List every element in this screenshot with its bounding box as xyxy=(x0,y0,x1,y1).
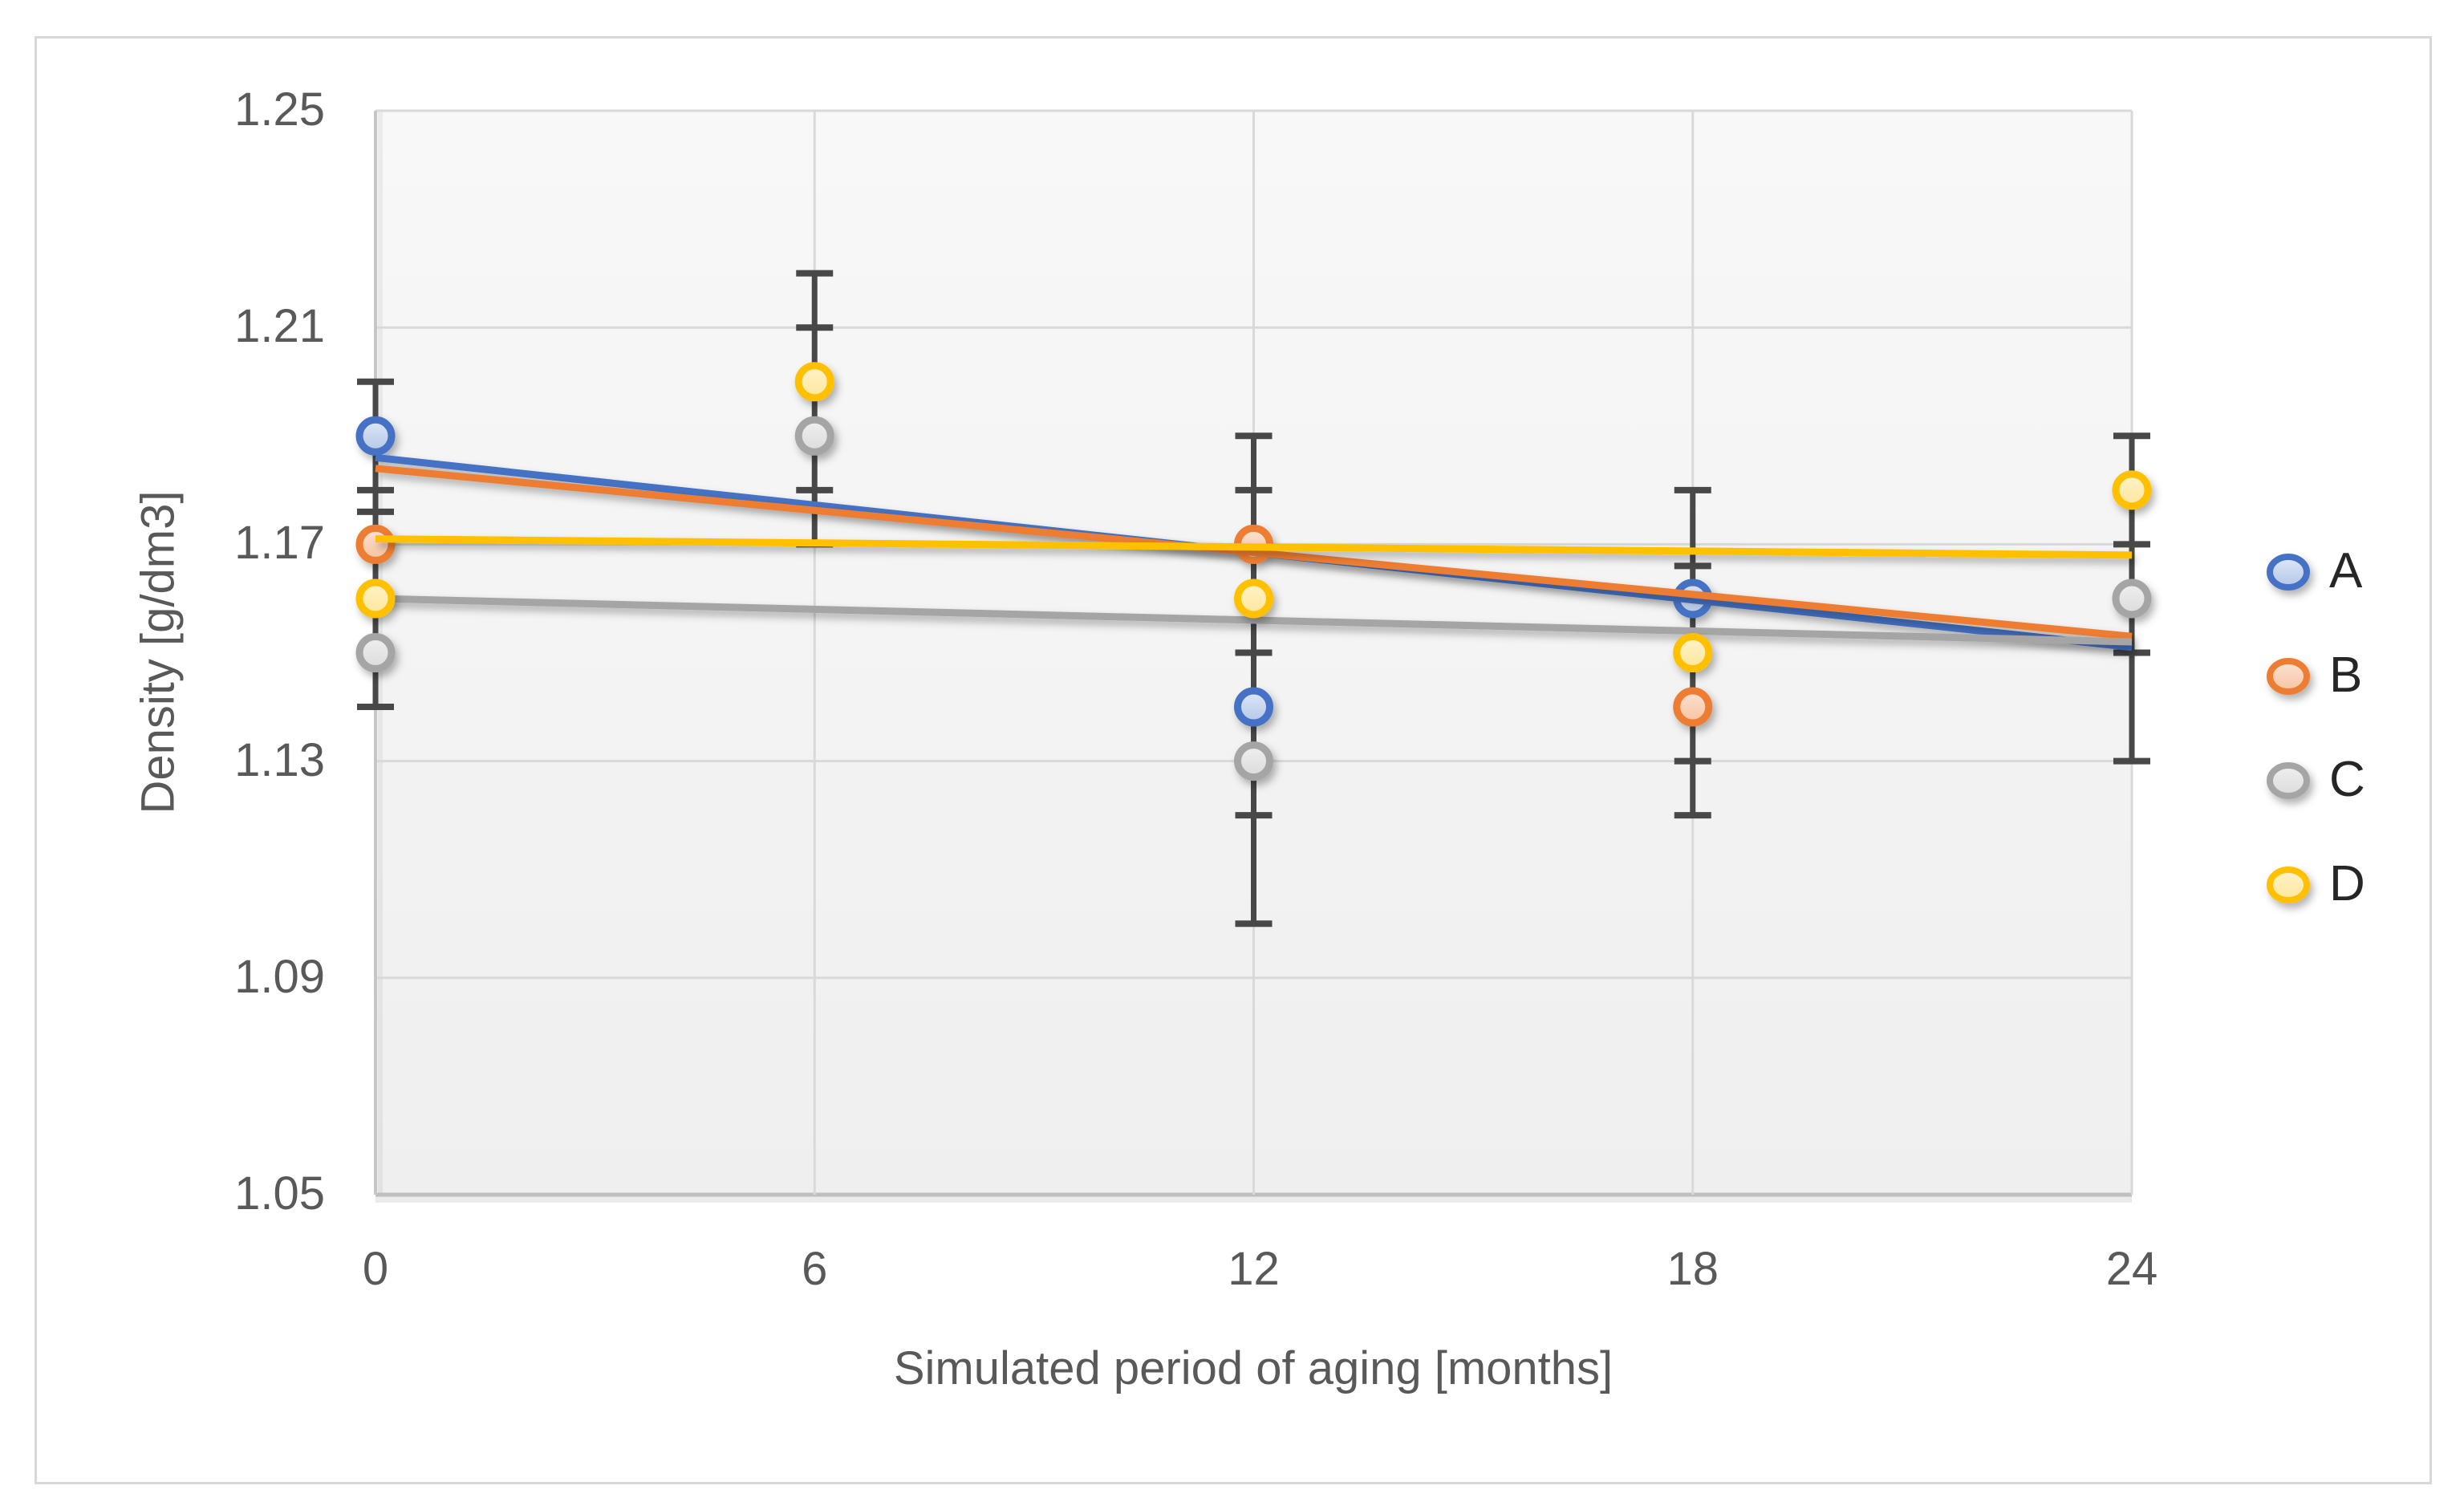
x-tick-18: 18 xyxy=(1666,1243,1719,1295)
y-tick-1.13: 1.13 xyxy=(234,733,325,786)
x-tick-0: 0 xyxy=(362,1243,389,1295)
legend-marker-A xyxy=(2267,554,2310,591)
legend-label-C: C xyxy=(2329,751,2365,807)
marker-B-month-18 xyxy=(1673,687,1713,727)
marker-D-month-24 xyxy=(2112,470,2152,510)
series-B xyxy=(355,465,2133,727)
legend-markers xyxy=(2267,554,2310,903)
marker-D-month-6 xyxy=(794,362,834,402)
chart-outer-border xyxy=(35,36,2432,1484)
marker-D-month-0 xyxy=(355,578,396,619)
y-tick-1.17: 1.17 xyxy=(234,517,325,570)
x-axis-title: Simulated period of aging [months] xyxy=(893,1342,1614,1394)
trendline-C xyxy=(375,595,2133,646)
x-tick-24: 24 xyxy=(2105,1243,2158,1295)
legend-marker-D xyxy=(2267,867,2310,903)
trendline-B xyxy=(375,465,2133,640)
marker-C-month-6 xyxy=(794,416,834,456)
marker-D-month-18 xyxy=(1673,633,1713,672)
marker-C-month-24 xyxy=(2112,578,2152,619)
marker-A-month-12 xyxy=(1234,687,1273,727)
marker-D-month-12 xyxy=(1234,578,1273,619)
marker-C-month-0 xyxy=(355,633,396,672)
legend-marker-C xyxy=(2267,762,2310,799)
x-tick-12: 12 xyxy=(1228,1243,1280,1295)
legend-label-D: D xyxy=(2329,855,2365,911)
legend-label-A: A xyxy=(2329,542,2363,599)
series-C xyxy=(355,416,2152,781)
trendline-D xyxy=(375,535,2133,559)
marker-C-month-12 xyxy=(1234,741,1273,781)
y-tick-1.21: 1.21 xyxy=(234,300,325,353)
y-tick-1.05: 1.05 xyxy=(234,1167,325,1220)
legend-marker-B xyxy=(2267,658,2310,695)
marker-B-month-0 xyxy=(355,524,396,564)
legend-label-B: B xyxy=(2329,647,2363,703)
series-D xyxy=(355,362,2152,672)
y-axis-title: Density [g/dm3] xyxy=(132,490,185,814)
y-tick-1.25: 1.25 xyxy=(234,83,325,136)
y-tick-1.09: 1.09 xyxy=(234,950,325,1003)
x-tick-6: 6 xyxy=(802,1243,828,1295)
marker-A-month-0 xyxy=(355,416,396,456)
